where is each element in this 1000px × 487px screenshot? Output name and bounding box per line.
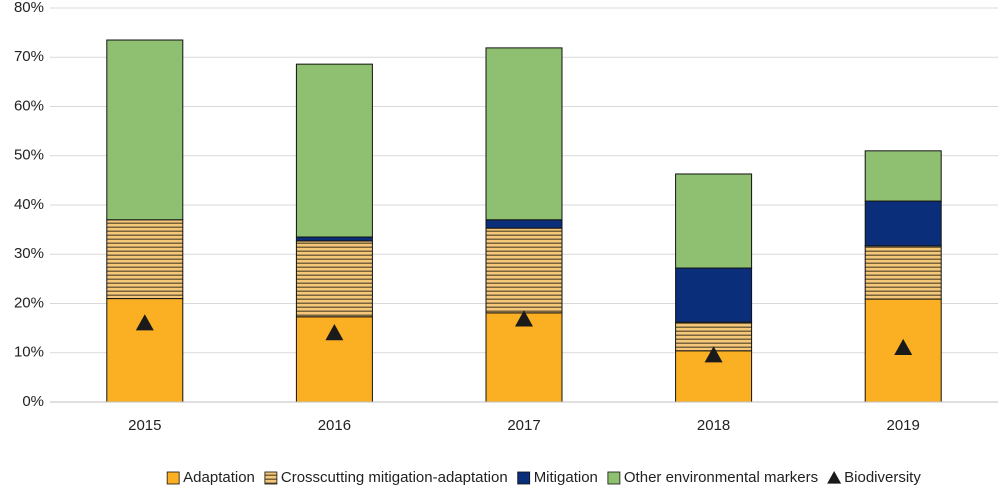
bar-segment: [106, 219, 184, 300]
bar-segment: [485, 219, 563, 229]
y-tick-label: 20%: [14, 294, 44, 311]
y-tick-label: 80%: [14, 0, 44, 16]
bar-segment: [675, 173, 753, 269]
bar-segment: [295, 63, 373, 238]
y-tick-label: 0%: [22, 393, 44, 410]
x-tick-label: 2016: [318, 417, 351, 434]
bar-segment: [864, 245, 942, 300]
bar-segment: [485, 47, 563, 221]
legend-label: Mitigation: [534, 469, 598, 486]
bar-segment: [485, 227, 563, 314]
x-tick-label: 2015: [128, 417, 161, 434]
biodiversity-marker: [325, 324, 344, 341]
bar-segment: [675, 267, 753, 323]
biodiversity-marker: [704, 346, 723, 363]
y-tick-label: 70%: [14, 48, 44, 65]
legend-marker: [827, 471, 842, 484]
legend-swatch: [166, 471, 180, 485]
bar-segment: [864, 150, 942, 202]
bar-segment: [864, 200, 942, 247]
legend-label: Crosscutting mitigation-adaptation: [281, 469, 508, 486]
legend-swatch: [517, 471, 531, 485]
biodiversity-marker: [515, 310, 533, 327]
legend: Adaptation Crosscutting mitigation-adapta…: [166, 469, 921, 486]
y-tick-label: 50%: [14, 147, 44, 164]
biodiversity-marker: [135, 314, 154, 331]
bar-segment: [106, 39, 184, 221]
bar-segment: [295, 240, 373, 318]
bar-segment: [485, 312, 563, 403]
x-tick-label: 2018: [697, 417, 730, 434]
bar-segment: [864, 298, 942, 403]
y-tick-label: 60%: [14, 97, 44, 114]
biodiversity-marker: [894, 338, 913, 356]
legend-swatch: [264, 471, 278, 485]
y-tick-label: 30%: [14, 245, 44, 262]
legend-label: Other environmental markers: [624, 469, 818, 486]
bar-segment: [106, 298, 184, 403]
legend-swatch: [607, 471, 621, 485]
y-tick-label: 10%: [14, 344, 44, 361]
x-tick-label: 2017: [507, 417, 540, 434]
legend-label: Adaptation: [183, 469, 255, 486]
legend-label: Biodiversity: [844, 469, 921, 486]
y-tick-label: 40%: [14, 196, 44, 213]
x-tick-label: 2019: [887, 417, 920, 434]
bar-segment: [295, 236, 373, 242]
